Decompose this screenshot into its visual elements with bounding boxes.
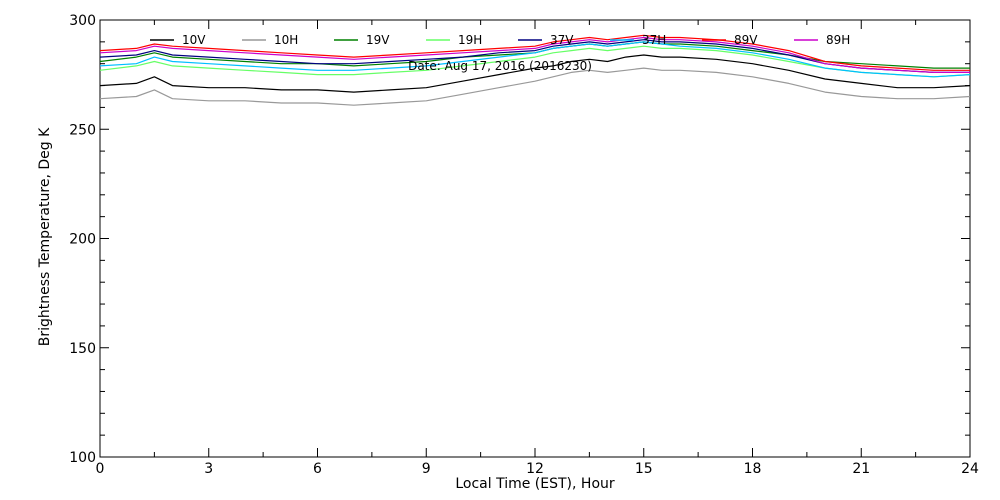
legend-label: 37H xyxy=(642,33,666,47)
x-tick-label: 3 xyxy=(204,461,213,477)
legend-label: 19H xyxy=(458,33,482,47)
plot-frame xyxy=(99,19,971,458)
series-line-37v xyxy=(99,39,970,74)
series-line-10v xyxy=(99,54,971,93)
series-line-10h xyxy=(99,67,971,106)
x-tick-label: 9 xyxy=(422,461,431,477)
series-line-19h xyxy=(99,45,971,78)
legend-label: 10V xyxy=(182,33,206,47)
x-tick-label: 0 xyxy=(96,461,105,477)
series-line-89h xyxy=(99,36,970,74)
x-tick-label: 6 xyxy=(313,461,322,477)
legend-label: 89H xyxy=(826,33,850,47)
x-tick-label: 24 xyxy=(961,461,979,477)
y-tick-label: 200 xyxy=(69,232,96,248)
x-tick-label: 18 xyxy=(744,461,762,477)
y-axis-label: Brightness Temperature, Deg K xyxy=(37,127,53,346)
axis-ticks: 0 3 6 9 12 15 18 21 24 100 150 200 250 300 xyxy=(69,13,979,477)
x-tick-label: 12 xyxy=(526,461,544,477)
series-line-37h xyxy=(99,41,971,78)
date-annotation: Date: Aug 17, 2016 (2016230) xyxy=(408,59,592,73)
y-tick-label: 300 xyxy=(69,13,96,29)
x-tick-label: 15 xyxy=(635,461,653,477)
x-axis-label: Local Time (EST), Hour xyxy=(455,476,615,492)
series-line-89v xyxy=(99,34,970,71)
series-lines xyxy=(99,34,971,106)
y-tick-label: 100 xyxy=(69,450,96,466)
y-tick-label: 150 xyxy=(69,341,96,357)
legend-label: 89V xyxy=(734,33,758,47)
legend: 10V 10H 19V 19H 37V 37H 89V 89H xyxy=(150,33,850,47)
legend-label: 37V xyxy=(550,33,574,47)
legend-label: 10H xyxy=(274,33,298,47)
y-tick-label: 250 xyxy=(69,122,96,138)
legend-label: 19V xyxy=(366,33,390,47)
x-tick-label: 21 xyxy=(852,461,870,477)
